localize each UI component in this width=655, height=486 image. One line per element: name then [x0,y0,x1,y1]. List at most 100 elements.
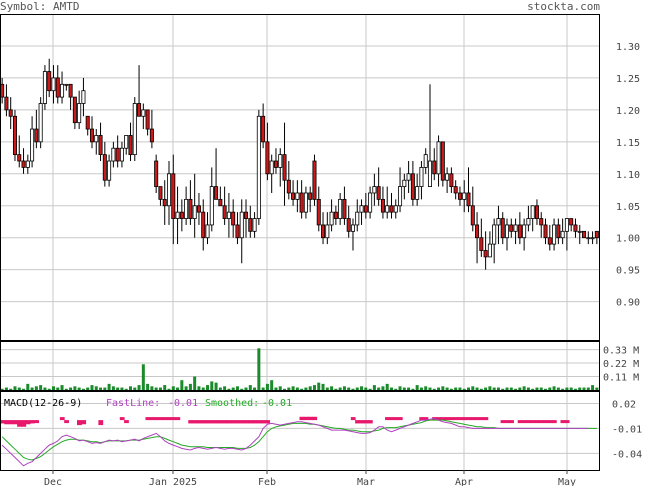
volume-bar [526,387,530,390]
candle-body [72,96,77,124]
macd-hist-bar [500,420,506,424]
volume-bar [176,387,180,390]
macd-hist-bar [551,420,557,424]
volume-bar [569,387,573,390]
volume-bar [201,387,205,390]
volume-bar [265,383,269,390]
candle-body [419,167,424,187]
macd-hist-bar [235,420,241,424]
candle-body [21,160,26,168]
axis-ticks: 1.30 1.25 1.20 1.15 1.10 1.05 1.00 0.95 0.90 0.33… [44,42,642,486]
price-candle [51,65,56,104]
price-candle [201,199,206,251]
symbol-prefix: Symbol: [0,0,47,13]
volume-bar [227,388,231,390]
candle-body [402,179,407,187]
price-candle [244,199,249,238]
volume-bar [167,388,171,390]
volume-bar [437,387,441,390]
candle-body [440,141,445,181]
candle-body [466,192,471,207]
price-candle [295,180,300,213]
price-candle [158,186,163,206]
volume-bar [445,387,449,390]
volume-bar [73,386,77,390]
candle-body [205,224,210,239]
candle-body [17,154,22,162]
x-tick-label: Feb [258,477,276,486]
candle-body [457,192,462,200]
volume-bar [86,387,90,390]
price-candle [445,167,450,193]
volume-bar [347,387,351,390]
macd-hist-bar [530,420,536,424]
price-candle [102,141,107,187]
price-candle [543,218,548,245]
macd-smooth-label: Smoothed: [205,398,259,409]
volume-bar [415,385,419,390]
price-candle [299,180,304,219]
macd-hist-bar [350,417,356,421]
candle-body [184,198,189,219]
volume-bar [111,386,115,390]
macd-hist-bar [59,417,65,421]
price-candle [265,122,270,181]
candle-body [329,211,334,226]
price-candle [218,186,223,207]
macd-hist-bar [25,420,31,425]
price-candle [115,135,120,168]
macd-hist-bar [419,417,425,421]
macd-hist-bar [17,420,22,427]
price-candle [273,148,278,174]
macd-smooth-value: -0.01 [262,398,292,409]
volume-bar [270,380,274,390]
volume-bar [214,382,218,390]
price-candle [21,148,26,174]
price-candle [560,218,565,245]
price-candle [372,173,377,206]
candle-body [141,109,146,117]
price-candle [436,135,441,187]
candle-body [162,198,167,207]
macd-hist-bar [449,417,455,421]
volume-bar [99,387,103,390]
macd-hist-bar [457,417,463,421]
volume-bar [150,386,154,390]
candle-body [34,128,39,143]
price-candle [17,135,22,168]
volume-bar [467,387,471,390]
volume-bar [39,385,43,390]
price-candle [145,109,150,136]
volume-bar [441,386,445,390]
candle-body [594,230,599,239]
volume-bar [389,387,393,390]
candle-body [192,205,197,219]
volume-bar [56,387,60,390]
volume-bar [355,387,359,390]
macd-hist-bar [226,420,232,424]
candle-body [308,192,313,200]
candle-body [547,237,552,245]
macd-hist-bar [4,420,10,425]
candle-body [107,160,112,181]
price-candle [81,77,86,117]
price-candle [235,212,240,245]
volume-bar [428,387,432,390]
macd-hist-bar [564,420,570,424]
volume-bar [4,387,8,390]
candle-body [350,224,355,232]
volume-bar [556,387,560,390]
macd-hist-bar [299,416,305,421]
candle-body [355,211,360,226]
candle-body [479,237,484,251]
price-candle [119,141,124,168]
price-candle [440,141,445,187]
macd-hist-bar [77,420,82,426]
candle-body [47,71,52,92]
price-candle [398,167,403,213]
volume-bar [47,388,51,390]
candle-body [346,218,351,232]
x-tick-label: Dec [44,477,62,486]
volume-bar [471,386,475,390]
